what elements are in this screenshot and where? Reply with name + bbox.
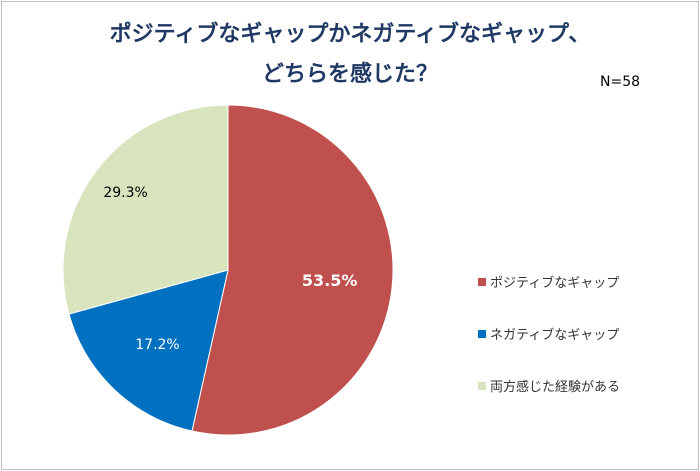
legend-item-negative: ネガティブなギャップ (478, 324, 619, 343)
legend-swatch-positive (478, 277, 486, 286)
data-label-both: 29.3% (103, 185, 147, 201)
pie-slice-negative (68, 269, 229, 432)
data-label-positive: 53.5% (302, 271, 358, 290)
chart-title-line-2: どちらを感じた？ (261, 62, 438, 87)
sample-size-note: N=58 (600, 74, 641, 90)
legend-label-positive: ポジティブなギャップ (490, 276, 620, 291)
data-label-negative: 17.2% (135, 337, 179, 353)
legend-item-both: 両方感じた経験がある (478, 376, 620, 395)
legend-swatch-both (478, 381, 486, 390)
pie-slice-both (62, 104, 229, 315)
legend-label-negative: ネガティブなギャップ (490, 328, 620, 343)
legend-label-both: 両方感じた経験がある (490, 380, 621, 395)
legend-swatch-negative (478, 329, 486, 338)
pie-slice-positive (191, 104, 394, 436)
chart-title-line-1: ポジティブなギャップかネガティブなギャップ、 (109, 22, 591, 47)
legend-item-positive: ポジティブなギャップ (478, 272, 619, 291)
